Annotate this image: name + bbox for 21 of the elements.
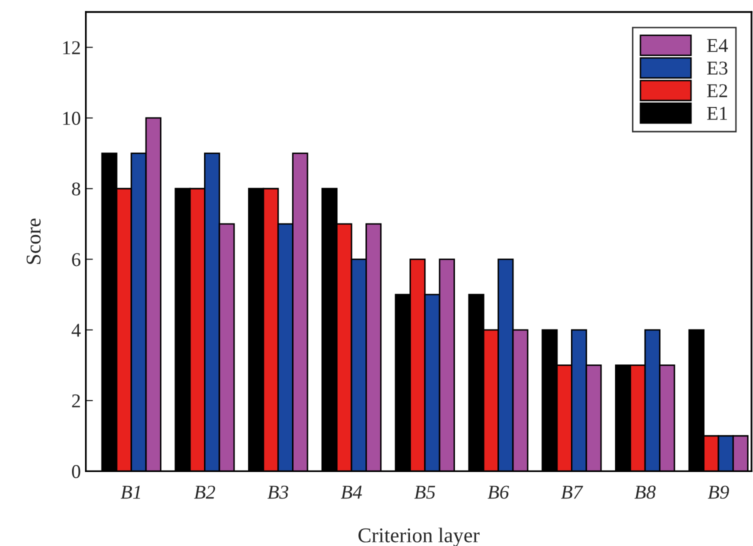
x-tick-label: B6: [488, 486, 510, 499]
y-tick-label: 4: [72, 324, 81, 337]
y-axis-title: Score: [26, 218, 41, 264]
y-tick-label: 8: [72, 182, 80, 196]
legend-label: E1: [707, 106, 727, 120]
legend-label: E4: [707, 39, 728, 52]
x-tick-label: B9: [708, 486, 729, 499]
x-tick-label: B2: [194, 486, 216, 499]
x-tick-label: B4: [340, 486, 362, 499]
y-tick-label: 6: [72, 253, 80, 266]
y-tick-label: 12: [63, 41, 80, 54]
x-tick-label: B7: [561, 486, 584, 499]
y-tick-label: 0: [72, 465, 80, 478]
x-tick-label: B1: [120, 486, 140, 499]
y-tick-label: 2: [72, 394, 80, 408]
y-tick-label: 10: [63, 112, 80, 125]
x-tick-label: B3: [268, 486, 288, 499]
legend-label: E2: [707, 84, 728, 98]
x-tick-label: B5: [414, 486, 436, 499]
legend-label: E3: [707, 62, 728, 75]
x-tick-label: B8: [634, 486, 656, 499]
